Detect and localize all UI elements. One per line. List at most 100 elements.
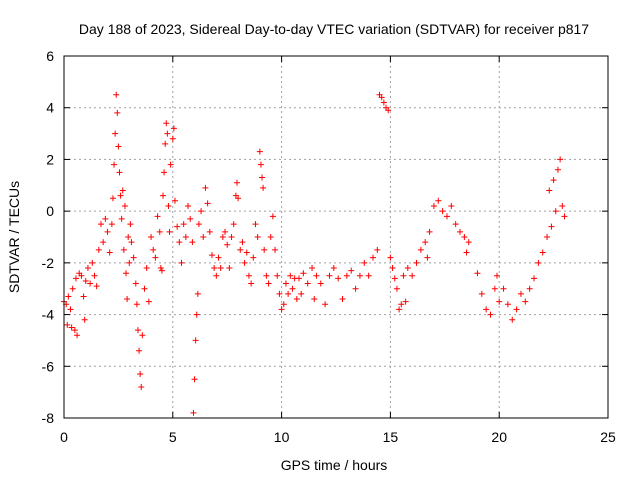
data-point — [124, 296, 131, 303]
data-point — [191, 376, 198, 383]
data-point — [219, 234, 226, 240]
data-point — [457, 228, 464, 235]
data-point — [400, 272, 407, 279]
data-point — [243, 249, 250, 256]
plot-frame — [63, 55, 609, 419]
data-point — [65, 293, 72, 300]
data-point — [404, 265, 411, 272]
data-point — [478, 290, 485, 297]
data-point — [145, 298, 152, 305]
axis-ticks — [63, 55, 609, 419]
data-point — [97, 221, 104, 228]
data-point — [125, 234, 132, 240]
data-point — [300, 270, 307, 277]
data-point — [348, 267, 355, 274]
data-point — [396, 306, 403, 313]
data-point — [194, 290, 201, 297]
data-point — [128, 239, 135, 246]
data-point — [71, 327, 78, 334]
data-point — [169, 135, 176, 142]
data-point — [198, 208, 205, 215]
data-point — [167, 161, 174, 168]
data-point — [87, 280, 94, 287]
data-point — [72, 275, 79, 282]
data-point — [95, 246, 102, 253]
data-point — [413, 259, 420, 266]
data-point — [389, 265, 396, 272]
data-point — [430, 202, 437, 209]
data-point — [546, 187, 553, 194]
data-point — [160, 192, 167, 199]
y-tick-labels: -8 -6 -4 -2 0 2 4 6 — [42, 48, 55, 426]
data-point — [161, 169, 168, 176]
data-point — [443, 213, 450, 220]
data-point — [509, 316, 516, 323]
data-point — [374, 246, 381, 253]
data-point — [535, 259, 542, 266]
data-point — [163, 120, 170, 127]
data-point — [126, 259, 133, 266]
data-point — [267, 234, 274, 240]
x-tick-label: 20 — [491, 429, 507, 445]
data-point — [261, 246, 268, 253]
data-point — [452, 221, 459, 228]
data-point — [170, 125, 177, 132]
data-point — [293, 296, 300, 303]
x-tick-label: 10 — [274, 429, 290, 445]
data-point — [106, 249, 113, 256]
data-point — [276, 290, 283, 297]
data-point — [280, 301, 287, 308]
data-point — [117, 192, 124, 199]
data-point — [64, 321, 71, 328]
data-point — [68, 324, 75, 331]
data-point — [513, 306, 520, 313]
data-point — [138, 383, 145, 390]
data-point — [526, 285, 533, 292]
data-point — [298, 290, 305, 297]
data-point — [118, 215, 125, 222]
data-point — [164, 130, 171, 137]
data-point — [174, 223, 181, 230]
data-point — [335, 275, 342, 282]
y-tick-label: 6 — [46, 48, 54, 64]
data-point — [148, 234, 155, 240]
data-point — [157, 265, 164, 272]
data-point — [287, 272, 294, 279]
data-point — [78, 272, 85, 279]
data-point — [559, 202, 566, 209]
data-point — [252, 221, 259, 228]
data-point — [230, 221, 237, 228]
data-point — [185, 202, 192, 209]
data-point — [439, 208, 446, 215]
data-point — [385, 107, 392, 114]
data-point — [69, 285, 76, 292]
data-points — [61, 91, 568, 416]
data-point — [119, 187, 126, 194]
data-point — [398, 301, 405, 308]
x-tick-labels: 0 5 10 15 20 25 — [60, 429, 616, 445]
data-point — [487, 311, 494, 318]
data-point — [204, 200, 211, 207]
data-point — [189, 239, 196, 246]
data-point — [200, 234, 207, 240]
data-point — [108, 221, 115, 228]
data-point — [278, 306, 285, 313]
data-point — [208, 252, 215, 259]
y-tick-label: 4 — [46, 100, 54, 116]
data-point — [114, 109, 121, 116]
data-point — [504, 301, 511, 308]
data-point — [552, 208, 559, 215]
data-point — [269, 213, 276, 220]
data-point — [100, 239, 107, 246]
data-point — [165, 202, 172, 209]
data-point — [539, 249, 546, 256]
data-point — [496, 298, 503, 305]
data-point — [166, 228, 173, 235]
data-point — [361, 259, 368, 266]
data-point — [154, 213, 161, 220]
data-point — [557, 156, 564, 163]
y-tick-label: 2 — [46, 151, 54, 167]
data-point — [402, 298, 409, 305]
data-point — [289, 285, 296, 292]
data-point — [115, 143, 122, 150]
